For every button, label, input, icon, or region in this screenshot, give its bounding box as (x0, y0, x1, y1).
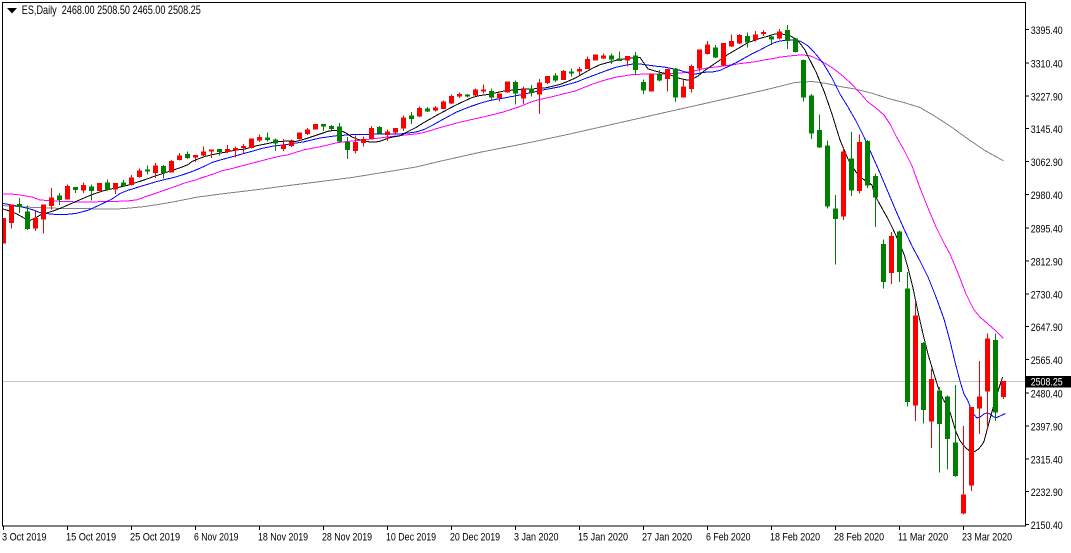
svg-text:28 Feb 2020: 28 Feb 2020 (834, 532, 884, 544)
svg-text:3310.40: 3310.40 (1031, 59, 1063, 71)
svg-text:15 Jan 2020: 15 Jan 2020 (578, 532, 628, 544)
svg-text:10 Dec 2019: 10 Dec 2019 (386, 532, 436, 544)
svg-text:3 Jan 2020: 3 Jan 2020 (514, 532, 559, 544)
svg-text:6 Nov 2019: 6 Nov 2019 (194, 532, 239, 544)
svg-text:2565.40: 2565.40 (1031, 355, 1063, 367)
svg-text:2480.40: 2480.40 (1031, 389, 1063, 401)
svg-text:23 Mar 2020: 23 Mar 2020 (962, 532, 1012, 544)
svg-text:27 Jan 2020: 27 Jan 2020 (642, 532, 692, 544)
svg-text:2730.40: 2730.40 (1031, 289, 1063, 301)
svg-text:3062.90: 3062.90 (1031, 157, 1063, 169)
svg-text:2895.40: 2895.40 (1031, 224, 1063, 236)
svg-text:2397.90: 2397.90 (1031, 422, 1063, 434)
svg-text:2315.40: 2315.40 (1031, 454, 1063, 466)
svg-text:18 Nov 2019: 18 Nov 2019 (258, 532, 308, 544)
svg-text:2150.40: 2150.40 (1031, 520, 1063, 532)
svg-text:15 Oct 2019: 15 Oct 2019 (66, 532, 116, 544)
svg-text:3227.90: 3227.90 (1031, 91, 1063, 103)
svg-text:11 Mar 2020: 11 Mar 2020 (898, 532, 948, 544)
svg-text:2812.90: 2812.90 (1031, 256, 1063, 268)
svg-text:3 Oct 2019: 3 Oct 2019 (2, 532, 47, 544)
svg-text:3145.40: 3145.40 (1031, 124, 1063, 136)
svg-text:2647.90: 2647.90 (1031, 322, 1063, 334)
svg-text:28 Nov 2019: 28 Nov 2019 (322, 532, 372, 544)
svg-text:6 Feb 2020: 6 Feb 2020 (706, 532, 751, 544)
svg-text:2508.25: 2508.25 (1031, 377, 1063, 389)
svg-text:20 Dec 2019: 20 Dec 2019 (450, 532, 500, 544)
svg-text:25 Oct 2019: 25 Oct 2019 (130, 532, 180, 544)
svg-text:18 Feb 2020: 18 Feb 2020 (770, 532, 820, 544)
svg-text:2980.40: 2980.40 (1031, 190, 1063, 202)
svg-text:3395.40: 3395.40 (1031, 25, 1063, 37)
svg-text:2232.90: 2232.90 (1031, 487, 1063, 499)
svg-text:ES,Daily 2468.00 2508.50 2465: ES,Daily 2468.00 2508.50 2465.00 2508.25 (22, 3, 201, 17)
